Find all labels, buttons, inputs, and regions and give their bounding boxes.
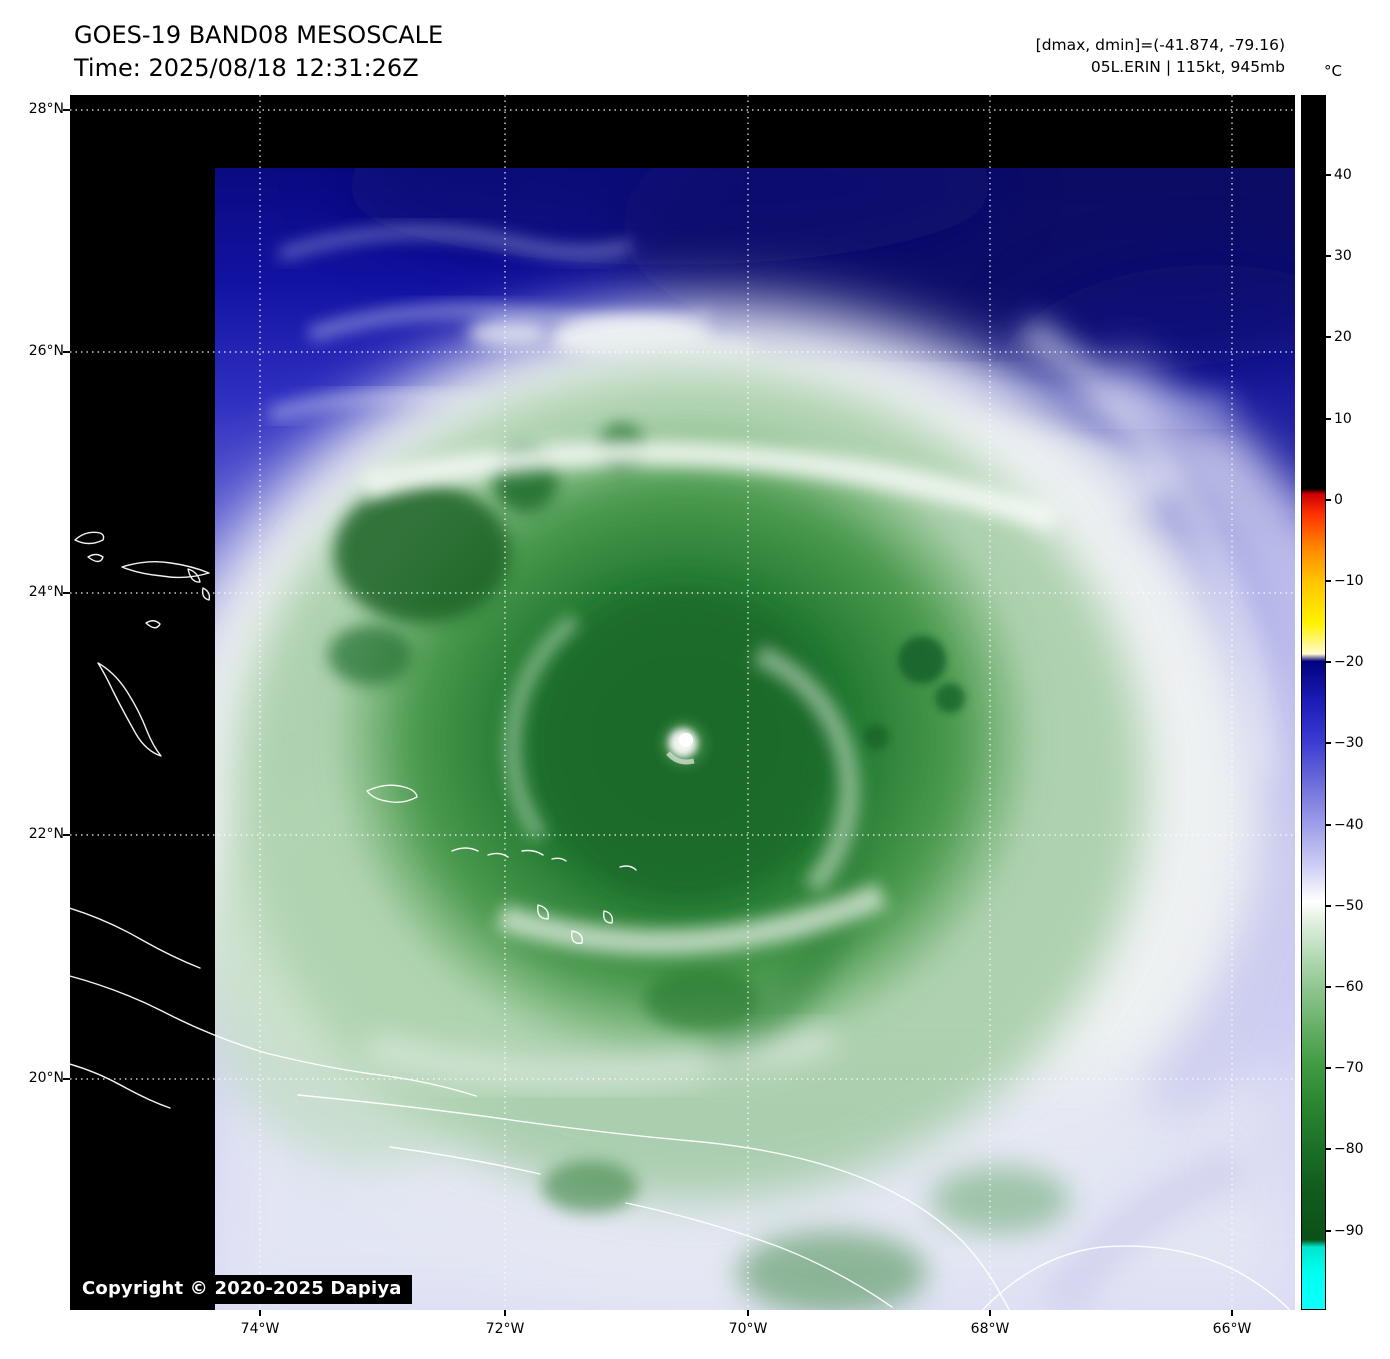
colorbar-tick-label: −90 — [1334, 1223, 1364, 1239]
temperature-colorbar — [1301, 95, 1326, 1310]
figure-title: GOES-19 BAND08 MESOSCALE — [74, 21, 444, 49]
colorbar-tick-label: −80 — [1334, 1141, 1364, 1157]
lon-axis-label: 66°W — [1212, 1321, 1252, 1337]
dmax-dmin-readout: [dmax, dmin]=(-41.874, -79.16) — [1035, 36, 1285, 54]
lon-axis-label: 74°W — [240, 1321, 280, 1337]
colorbar-tick-mark — [1326, 255, 1331, 257]
colorbar-tick-mark — [1326, 418, 1331, 420]
lon-axis-label: 72°W — [485, 1321, 525, 1337]
satellite-data-swath — [215, 168, 1295, 1310]
lat-axis-tick — [63, 1078, 70, 1080]
lon-axis-tick — [989, 1310, 991, 1316]
lon-axis-label: 68°W — [970, 1321, 1010, 1337]
colorbar-tick-label: −60 — [1334, 979, 1364, 995]
colorbar-tick-mark — [1326, 824, 1331, 826]
storm-status-readout: 05L.ERIN | 115kt, 945mb — [1090, 58, 1285, 76]
colorbar-tick-label: −50 — [1334, 898, 1364, 914]
lat-axis-tick — [63, 351, 70, 353]
colorbar-tick-mark — [1326, 905, 1331, 907]
colorbar-tick-mark — [1326, 499, 1331, 501]
colorbar-tick-mark — [1326, 742, 1331, 744]
colorbar-tick-mark — [1326, 1230, 1331, 1232]
lat-axis-label: 26°N — [28, 343, 64, 359]
lat-axis-label: 24°N — [28, 584, 64, 600]
lon-axis-tick — [504, 1310, 506, 1316]
colorbar-tick-mark — [1326, 580, 1331, 582]
colorbar-tick-label: 30 — [1334, 248, 1352, 264]
hurricane-eye — [658, 718, 710, 770]
satellite-imagery — [70, 95, 1295, 1310]
colorbar-tick-mark — [1326, 1067, 1331, 1069]
lat-axis-label: 20°N — [28, 1070, 64, 1086]
lat-axis-tick — [63, 834, 70, 836]
colorbar-tick-mark — [1326, 661, 1331, 663]
lat-axis-tick — [63, 109, 70, 111]
colorbar-tick-label: −40 — [1334, 817, 1364, 833]
colorbar-tick-mark — [1326, 986, 1331, 988]
colorbar-tick-label: 40 — [1334, 167, 1352, 183]
lon-axis-tick — [1231, 1310, 1233, 1316]
colorbar-tick-label: 20 — [1334, 329, 1352, 345]
colorbar-unit-label: °C — [1324, 62, 1342, 80]
colorbar-tick-label: 0 — [1334, 492, 1343, 508]
colorbar-tick-mark — [1326, 174, 1331, 176]
lat-axis-tick — [63, 592, 70, 594]
colorbar-tick-label: −10 — [1334, 573, 1364, 589]
colorbar-tick-label: −70 — [1334, 1060, 1364, 1076]
colorbar-tick-mark — [1326, 1148, 1331, 1150]
colorbar-tick-label: 10 — [1334, 411, 1352, 427]
lon-axis-label: 70°W — [728, 1321, 768, 1337]
lon-axis-tick — [259, 1310, 261, 1316]
latlon-grid — [70, 95, 1295, 1310]
figure-timestamp: Time: 2025/08/18 12:31:26Z — [74, 54, 419, 82]
coastline-bahamas — [74, 531, 637, 944]
copyright-label: Copyright © 2020-2025 Dapiya — [76, 1275, 412, 1304]
colorbar-tick-label: −20 — [1334, 654, 1364, 670]
north-rim-band — [361, 439, 1059, 533]
colorbar-tick-mark — [1326, 336, 1331, 338]
satellite-map: Copyright © 2020-2025 Dapiya — [70, 95, 1295, 1310]
colorbar-tick-label: −30 — [1334, 735, 1364, 751]
coastline-hispaniola — [297, 1094, 1291, 1310]
lon-axis-tick — [747, 1310, 749, 1316]
lat-axis-label: 22°N — [28, 826, 64, 842]
lat-axis-label: 28°N — [28, 101, 64, 117]
